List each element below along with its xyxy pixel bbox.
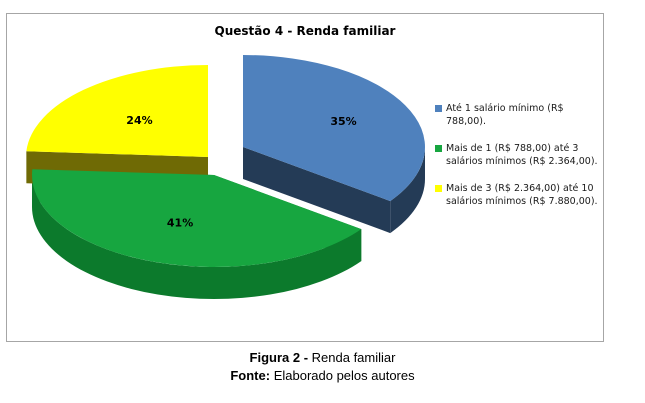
pie-slice [32,169,362,267]
pie-data-label: 35% [330,115,356,128]
chart-title: Questão 4 - Renda familiar [214,24,396,38]
legend-item: Mais de 3 (R$ 2.364,00) até 10 salários … [435,182,605,208]
legend-swatch [435,105,442,112]
source-text: Elaborado pelos autores [270,368,415,383]
legend-label: Mais de 3 (R$ 2.364,00) até 10 salários … [446,183,598,207]
chart-frame: Questão 4 - Renda familiar 35% 41% 24% Até… [6,13,604,342]
pie-data-label: 24% [126,114,152,127]
pie-slice-wall [243,147,391,234]
pie-slice-side [32,175,362,300]
legend-item: Mais de 1 (R$ 788,00) até 3 salários mín… [435,142,605,168]
pie-slice [26,65,209,157]
figure-text: Renda familiar [308,350,396,365]
figure-caption: Figura 2 - Renda familiar [0,350,645,365]
pie-tops [26,55,425,267]
pie-slice-side [390,147,425,234]
legend-swatch [435,185,442,192]
pie-labels: 35% 41% 24% [126,114,356,229]
pie-data-label: 41% [167,217,193,230]
legend: Até 1 salário mínimo (R$ 788,00). Mais d… [435,102,605,222]
pie-chart: 35% 41% 24% [26,55,425,300]
figure-label: Figura 2 - [249,350,309,365]
source-caption: Fonte: Elaborado pelos autores [0,368,645,383]
legend-swatch [435,145,442,152]
legend-label: Até 1 salário mínimo (R$ 788,00). [446,103,564,127]
legend-label: Mais de 1 (R$ 788,00) até 3 salários mín… [446,143,598,167]
pie-slice [243,55,425,202]
source-label: Fonte: [230,368,271,383]
legend-item: Até 1 salário mínimo (R$ 788,00). [435,102,605,128]
